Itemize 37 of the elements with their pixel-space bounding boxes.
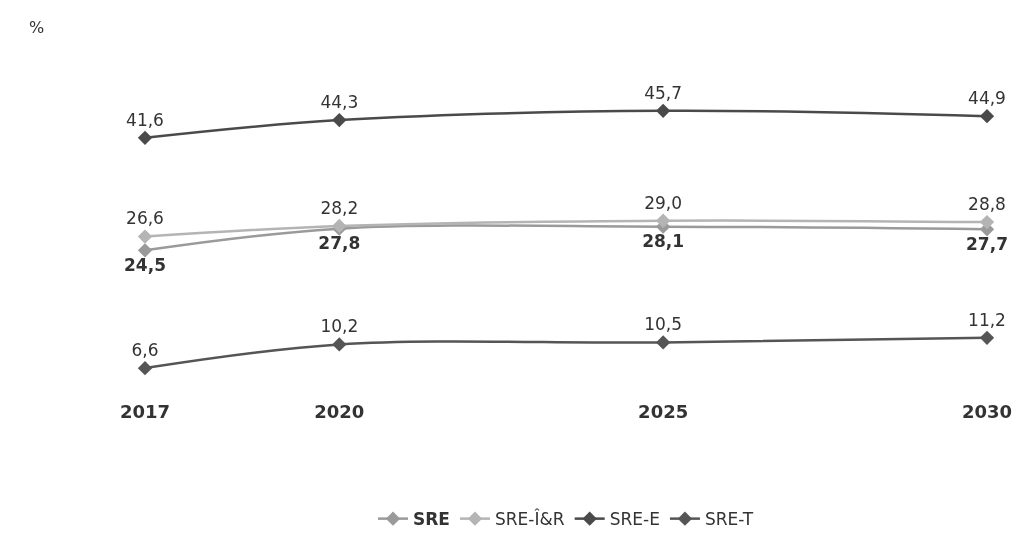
point [332, 112, 347, 128]
x-tick-label: 2017 [119, 401, 171, 422]
data-label: 28,2 [320, 197, 359, 218]
x-tick-label: 2025 [638, 401, 689, 422]
data-label: 6,6 [131, 340, 159, 361]
data-label: 10,5 [644, 314, 683, 335]
data-label: 28,8 [968, 193, 1006, 214]
x-tick-label: 2020 [314, 401, 365, 422]
data-label: 41,6 [126, 109, 164, 130]
data-label: 28,1 [642, 231, 685, 252]
data-label: 11,2 [968, 309, 1006, 330]
point [137, 229, 153, 244]
data-label: 45,7 [644, 82, 683, 103]
text: % [29, 18, 45, 37]
point [979, 214, 995, 230]
point [979, 330, 995, 346]
data-label: 29,0 [644, 192, 683, 213]
data-label: 44,9 [968, 88, 1006, 109]
x-tick-label: 2030 [961, 401, 1013, 422]
point [137, 360, 153, 376]
legend-label: SRE-E [609, 509, 660, 530]
point [656, 335, 671, 350]
data-label: 10,2 [320, 316, 359, 337]
data-label: 27,7 [966, 233, 1008, 254]
data-label: 44,3 [320, 91, 359, 112]
data-label: 26,6 [126, 208, 164, 229]
point [656, 103, 671, 119]
legend-label: SRE [413, 509, 450, 530]
data-label: 27,8 [318, 233, 361, 254]
data-label: 24,5 [124, 254, 166, 275]
point [137, 243, 153, 258]
point [656, 213, 671, 228]
point [979, 108, 995, 124]
legend-label: SRE-Î&R [494, 508, 565, 530]
point [137, 130, 153, 145]
point [332, 337, 347, 352]
legend-label: SRE-T [704, 509, 754, 530]
